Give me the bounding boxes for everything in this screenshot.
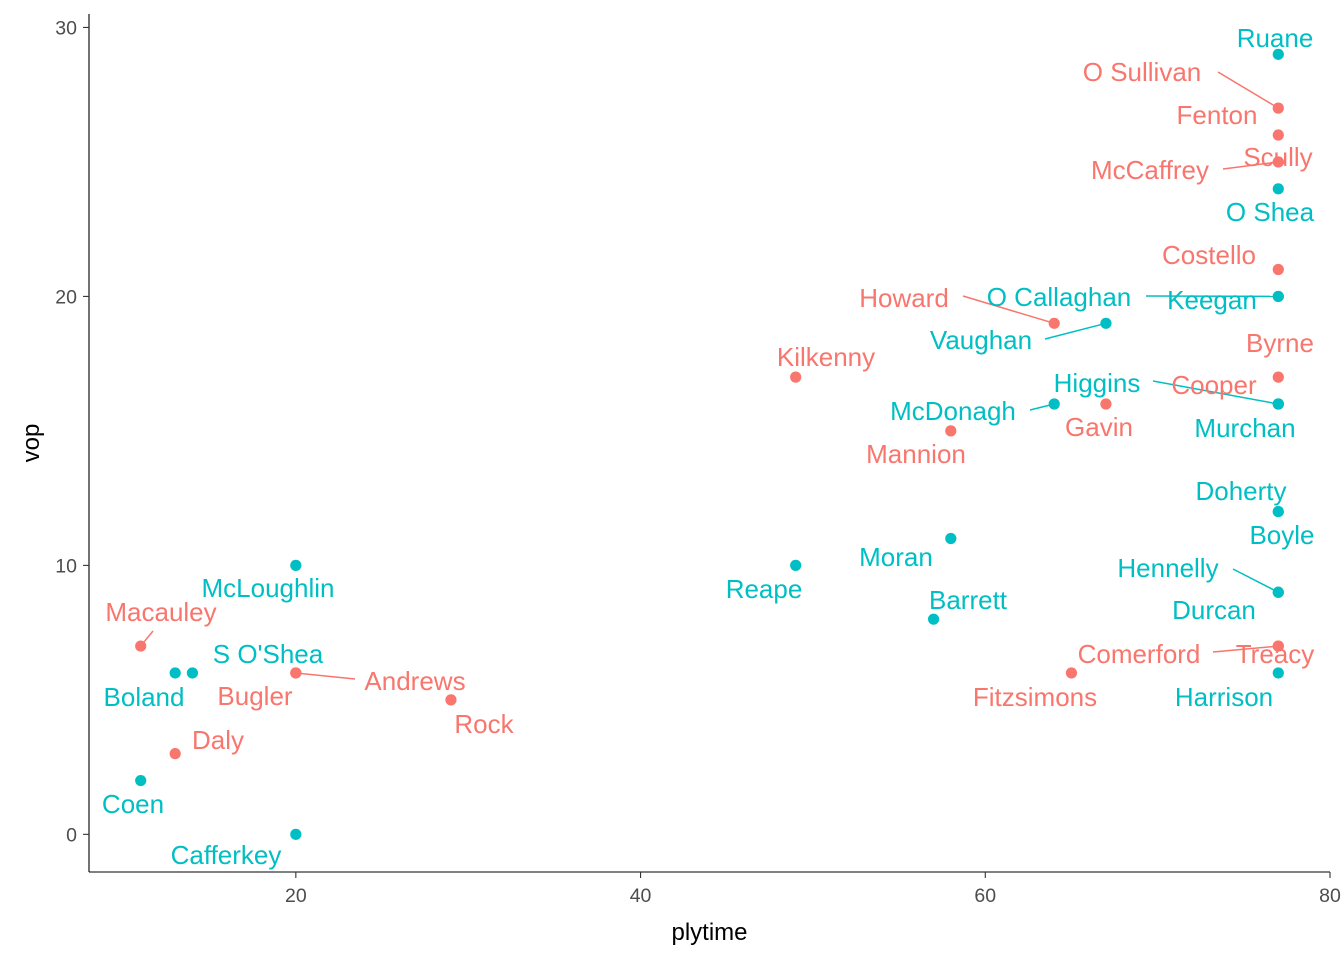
x-tick-label: 80 [1319,885,1341,907]
point-label: Reape [726,574,803,604]
point-label: Treacy [1236,639,1315,669]
point-label: Boyle [1249,520,1314,550]
point-label: Gavin [1065,412,1133,442]
point-label: Murchan [1194,413,1295,443]
point-label: Vaughan [930,325,1032,355]
point-label: O Callaghan [987,282,1132,312]
point-label: Scully [1243,142,1312,172]
data-point [1272,398,1284,410]
data-point [1272,102,1284,114]
point-label: O Sullivan [1083,57,1202,87]
point-label: McDonagh [890,396,1016,426]
data-point [945,425,957,437]
point-label: Macauley [105,597,216,627]
label-leader-line [295,672,356,680]
data-point [290,559,302,571]
label-leader-line [1152,380,1279,405]
point-label: Mannion [866,439,966,469]
data-point [1272,156,1284,168]
y-tick-label: 10 [55,555,77,577]
label-leader-line [1217,71,1279,109]
data-point [1272,586,1284,598]
point-label: Ruane [1237,23,1314,53]
x-axis-title: plytime [671,919,747,946]
point-label: Cafferkey [171,840,282,870]
data-point [169,748,181,760]
point-label: Fitzsimons [973,682,1097,712]
point-label: Barrett [929,585,1008,615]
y-tick-label: 30 [55,17,77,39]
data-points [135,48,1284,840]
label-leader-line [962,295,1055,325]
data-point [1272,48,1284,60]
data-point [1272,667,1284,679]
point-label: McCaffrey [1091,155,1209,185]
y-tick-label: 0 [66,824,77,846]
data-point [445,694,457,706]
data-point [169,667,181,679]
point-label: Harrison [1175,682,1273,712]
point-label: Coen [102,789,164,819]
point-label: Doherty [1195,476,1286,506]
y-axis-title: vop [18,424,45,463]
label-leader-line [1212,645,1279,653]
point-label: Costello [1162,240,1256,270]
data-point [1100,317,1112,329]
data-point [290,828,302,840]
point-label: Hennelly [1117,553,1218,583]
data-point [1272,263,1284,276]
data-point [790,559,802,571]
point-label: McLoughlin [202,573,335,603]
data-point [1272,129,1284,141]
data-point [186,667,199,679]
point-label: Daly [192,725,244,755]
data-point [1065,667,1078,679]
point-label: O Shea [1226,197,1315,227]
y-tick-label: 20 [55,286,77,308]
point-label: Moran [859,542,933,572]
point-label: Cooper [1171,370,1257,400]
point-label: Andrews [364,666,465,696]
data-point [1272,290,1284,303]
point-label: Higgins [1054,368,1141,398]
data-point [1100,398,1112,410]
data-point [1048,317,1060,329]
label-leader-line [1222,161,1279,170]
data-point [1272,183,1284,195]
point-label: Boland [104,682,185,712]
label-leader-lines [140,71,1279,680]
data-point [945,532,957,545]
x-tick-label: 40 [630,885,652,907]
data-point [1048,398,1060,410]
point-label: Comerford [1078,639,1201,669]
label-leader-line [1044,322,1107,340]
point-label: Howard [859,283,949,313]
data-point [135,774,147,787]
point-label: Byrne [1246,328,1314,358]
y-axis-ticks: 0 10 20 30 [55,17,89,846]
point-label: Rock [454,709,514,739]
label-leader-line [1232,568,1279,593]
point-label: Kilkenny [777,342,875,372]
point-label: S O'Shea [213,639,324,669]
data-point [790,371,802,383]
x-tick-label: 60 [974,885,996,907]
data-point [927,613,940,625]
data-point [1272,371,1284,383]
point-label: Durcan [1172,595,1256,625]
x-tick-label: 20 [285,885,307,907]
data-point [1272,640,1284,652]
axes [88,14,1330,873]
point-labels: Ruane O Sullivan Fenton Scully McCaffrey O Sh… [102,23,1315,870]
point-label: Bugler [217,681,292,711]
data-point [1272,505,1284,518]
point-label: Keegan [1167,285,1257,315]
data-point [290,667,302,679]
point-label: Fenton [1177,100,1258,130]
x-axis-ticks: 20 40 60 80 [285,872,1341,907]
data-point [135,640,147,652]
